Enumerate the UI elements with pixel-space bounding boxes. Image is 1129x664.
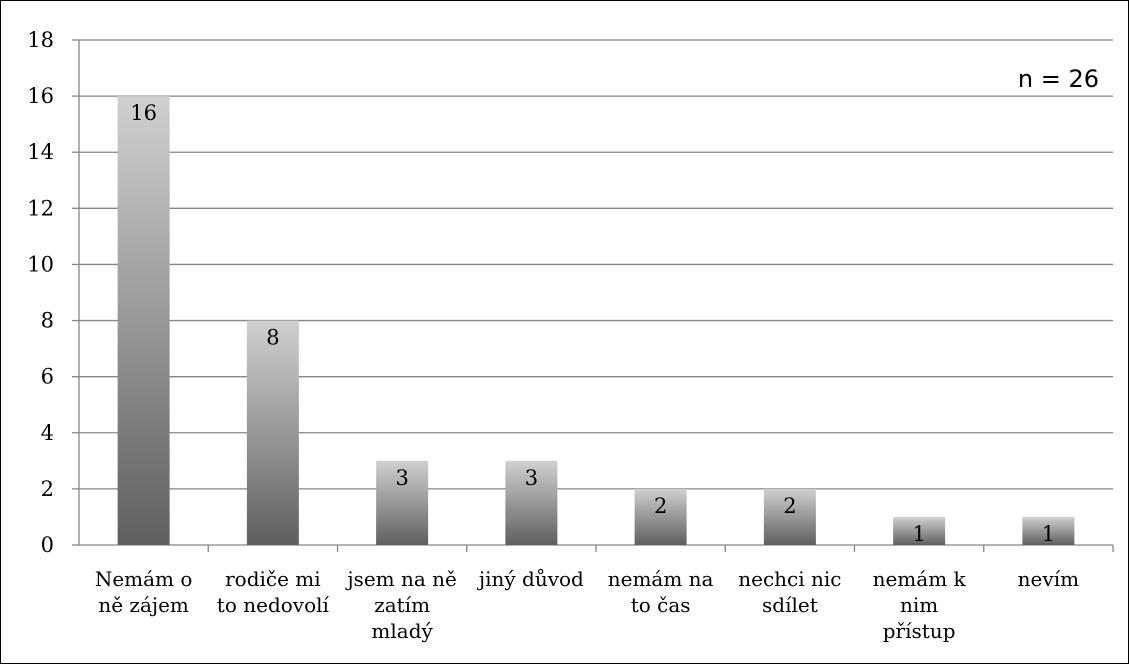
data-label: 16 <box>130 101 157 125</box>
x-category-label-line: to čas <box>631 593 691 617</box>
bar <box>376 460 429 545</box>
bar <box>117 96 170 545</box>
y-tick-label: 2 <box>41 477 54 501</box>
data-label: 1 <box>1042 522 1055 546</box>
bar <box>1022 516 1075 545</box>
x-category-label-line: mladý <box>371 619 433 643</box>
x-category-label-line: to nedovolí <box>217 593 330 617</box>
y-tick-label: 6 <box>41 365 54 389</box>
x-category-label-line: přístup <box>883 619 956 643</box>
x-category-label: jsem na ně zatím mladý <box>345 567 457 643</box>
x-category-label-line: jsem na ně <box>345 567 457 591</box>
y-tick-label: 18 <box>27 28 54 52</box>
x-category-label-line: jiný důvod <box>477 567 584 591</box>
x-category-label-line: ně zájem <box>98 593 189 617</box>
sample-size-annotation: n = 26 <box>1018 65 1099 93</box>
x-category-label: jiný důvod <box>477 567 584 591</box>
axes <box>72 39 1114 552</box>
bar <box>246 320 299 545</box>
x-category-label: rodiče mi to nedovolí <box>217 567 330 617</box>
y-tick-label: 0 <box>41 533 54 557</box>
x-category-label-line: nemám na <box>608 567 714 591</box>
bar <box>763 488 816 545</box>
y-tick-label: 10 <box>27 252 54 276</box>
x-category-label: nechci nic sdílet <box>738 567 841 617</box>
y-tick-label: 14 <box>27 140 54 164</box>
data-label: 3 <box>395 466 408 490</box>
x-category-label: nemám k nim přístup <box>873 567 967 643</box>
y-tick-label: 12 <box>27 196 54 220</box>
x-category-label: nevím <box>1018 567 1079 591</box>
y-tick-label: 8 <box>41 309 54 333</box>
y-tick-label: 16 <box>27 84 54 108</box>
bars <box>117 96 1075 545</box>
x-category-label: Nemám o ně zájem <box>95 567 193 617</box>
data-label: 3 <box>525 466 538 490</box>
y-tick-label: 4 <box>41 421 54 445</box>
bar <box>505 460 558 545</box>
x-category-label-line: sdílet <box>762 593 818 617</box>
x-category-label-line: nechci nic <box>738 567 841 591</box>
x-category-label-line: Nemám o <box>95 567 193 591</box>
data-label: 8 <box>266 326 279 350</box>
x-category-label-line: nim <box>900 593 938 617</box>
gridlines <box>79 39 1113 490</box>
bar <box>634 488 687 545</box>
x-category-label-line: zatím <box>374 593 430 617</box>
bar <box>893 516 946 545</box>
data-label: 1 <box>912 522 925 546</box>
x-category-label: nemám na to čas <box>608 567 714 617</box>
x-category-label-line: rodiče mi <box>225 567 321 591</box>
x-category-label-line: nevím <box>1018 567 1079 591</box>
data-label: 2 <box>783 494 796 518</box>
x-category-label-line: nemám k <box>873 567 967 591</box>
data-label: 2 <box>654 494 667 518</box>
